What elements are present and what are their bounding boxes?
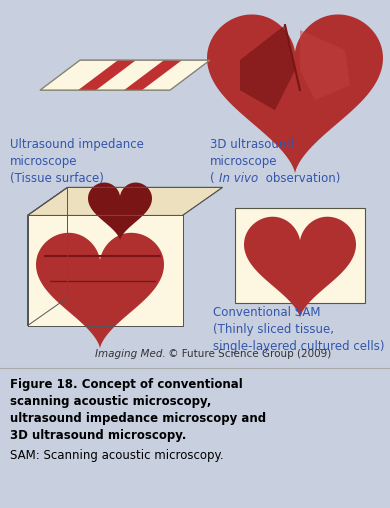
Polygon shape xyxy=(28,187,223,215)
Text: Imaging Med.: Imaging Med. xyxy=(95,348,166,359)
Text: scanning acoustic microscopy,: scanning acoustic microscopy, xyxy=(10,395,211,408)
Polygon shape xyxy=(78,60,136,90)
Polygon shape xyxy=(207,14,383,174)
Text: microscope: microscope xyxy=(10,155,78,168)
Polygon shape xyxy=(28,187,67,326)
Polygon shape xyxy=(36,233,164,348)
Text: observation): observation) xyxy=(262,172,340,185)
Polygon shape xyxy=(300,30,350,100)
Text: 3D ultrasound microscopy.: 3D ultrasound microscopy. xyxy=(10,429,186,442)
Polygon shape xyxy=(235,208,365,303)
Text: SAM: Scanning acoustic microscopy.: SAM: Scanning acoustic microscopy. xyxy=(10,450,223,462)
Text: Conventional SAM: Conventional SAM xyxy=(213,306,321,319)
Text: (Tissue surface): (Tissue surface) xyxy=(10,172,104,185)
Text: single-layered cultured cells): single-layered cultured cells) xyxy=(213,340,385,353)
Text: In vivo: In vivo xyxy=(219,172,258,185)
Text: Figure 18. Concept of conventional: Figure 18. Concept of conventional xyxy=(10,378,243,391)
Polygon shape xyxy=(88,182,152,240)
Text: (Thinly sliced tissue,: (Thinly sliced tissue, xyxy=(213,323,334,336)
Polygon shape xyxy=(40,60,210,90)
Text: (: ( xyxy=(210,172,215,185)
Polygon shape xyxy=(28,215,183,326)
Polygon shape xyxy=(240,25,295,110)
Text: 3D ultrasound: 3D ultrasound xyxy=(210,138,294,151)
Text: Ultrasound impedance: Ultrasound impedance xyxy=(10,138,144,151)
Text: ultrasound impedance microscopy and: ultrasound impedance microscopy and xyxy=(10,412,266,425)
Polygon shape xyxy=(124,60,182,90)
Text: microscope: microscope xyxy=(210,155,278,168)
Text: © Future Science Group (2009): © Future Science Group (2009) xyxy=(165,348,331,359)
Polygon shape xyxy=(244,217,356,318)
